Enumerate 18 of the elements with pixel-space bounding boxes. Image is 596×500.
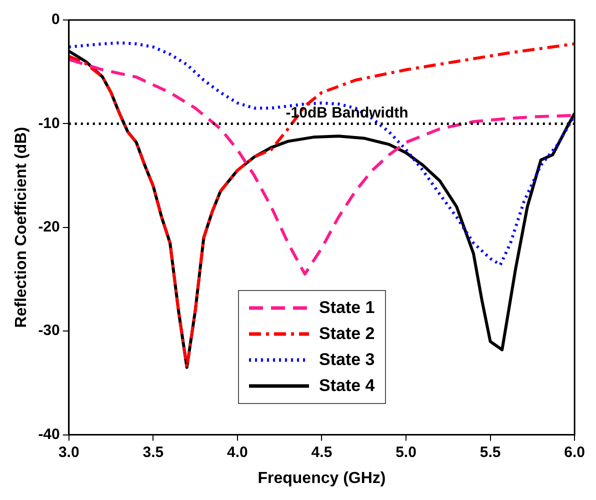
x-axis-title: Frequency (GHz)	[258, 470, 386, 487]
y-tick-label: 0	[52, 11, 60, 28]
y-tick-label: -30	[38, 322, 60, 340]
x-tick-label: 4.5	[311, 444, 332, 461]
y-tick-label: -20	[38, 218, 60, 236]
legend-label: State 2	[319, 324, 375, 344]
x-tick-label: 3.5	[142, 444, 164, 461]
y-axis-title: Reflection Coefficient (dB)	[13, 126, 30, 328]
legend-label: State 1	[319, 298, 375, 318]
legend-label: State 3	[319, 350, 375, 370]
y-tick-label: -10	[38, 114, 60, 132]
x-tick-label: 6.0	[564, 444, 586, 461]
legend-label: State 4	[319, 376, 375, 396]
x-tick-label: 5.0	[396, 444, 416, 461]
x-tick-label: 5.5	[480, 444, 501, 461]
x-tick-label: 3.0	[58, 444, 80, 461]
x-tick-label: 4.0	[227, 444, 248, 461]
y-tick-label: -40	[38, 426, 60, 443]
